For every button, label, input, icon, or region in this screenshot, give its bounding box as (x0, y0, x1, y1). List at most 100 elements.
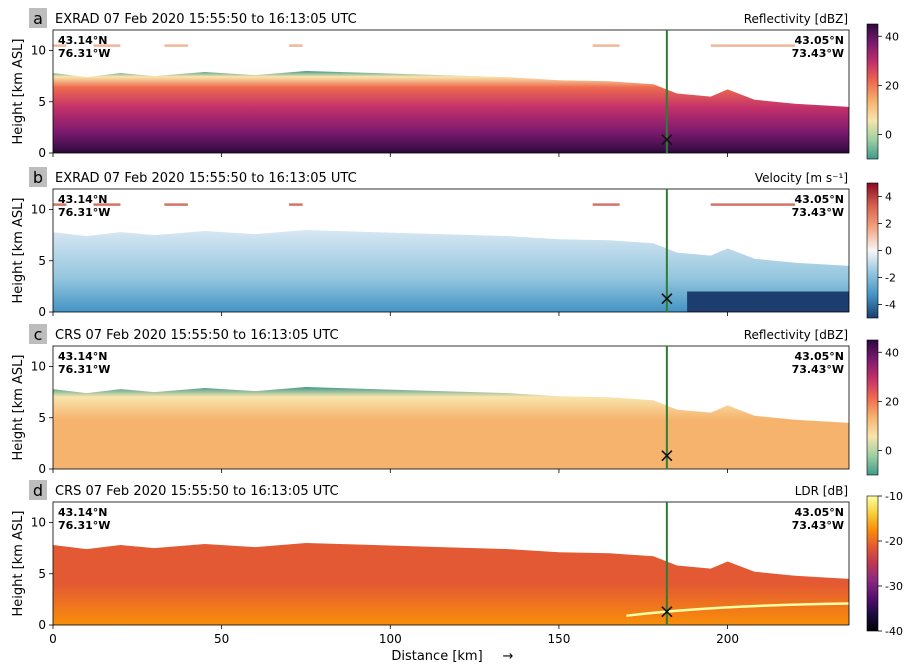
colorbar-tick-label: 40 (885, 346, 899, 359)
colorbar-tick-label: -20 (885, 535, 903, 548)
x-tick-label: 150 (547, 632, 570, 646)
panel-title: EXRAD 07 Feb 2020 15:55:50 to 16:13:05 U… (55, 171, 357, 186)
corner-right-lon: 73.43°W (792, 363, 844, 376)
y-tick-label: 10 (31, 516, 46, 530)
marker-x (661, 450, 673, 462)
corner-left-lon: 76.31°W (58, 363, 110, 376)
upper-echo-streak (592, 203, 620, 206)
colorbar-d (866, 495, 879, 632)
colorbar-tick-label: -30 (885, 580, 903, 593)
upper-echo-streak (289, 44, 303, 47)
colorbar-tick-label: -40 (885, 625, 903, 638)
corner-left-lon: 76.31°W (58, 206, 110, 219)
melting-layer-band (626, 602, 849, 618)
panel-data-b (53, 203, 849, 312)
marker-x (661, 293, 673, 305)
panel-variable-label: Velocity [m s⁻¹] (755, 171, 848, 185)
panel-variable-label: Reflectivity [dBZ] (744, 328, 848, 342)
y-tick-label: 5 (38, 95, 46, 109)
y-tick-label: 5 (38, 254, 46, 268)
marker-x (661, 606, 673, 618)
y-tick-label: 0 (38, 146, 46, 160)
y-tick-label: 0 (38, 305, 46, 319)
panel-title: CRS 07 Feb 2020 15:55:50 to 16:13:05 UTC (55, 484, 339, 499)
x-tick-label: 200 (716, 632, 739, 646)
y-tick-label: 10 (31, 203, 46, 217)
panel-letter-badge (29, 480, 47, 500)
colorbar-tick-label: -2 (885, 272, 896, 285)
colorbar-tick-label: 0 (885, 128, 892, 141)
panel-letter: b (33, 168, 43, 187)
colorbar-tick-label: 0 (885, 444, 892, 457)
x-tick-label: 100 (379, 632, 402, 646)
panel-a: 0 5 10 Height [km ASL] a EXRAD 07 Feb 2020 15… (11, 8, 899, 160)
colorbar-tick-label: 40 (885, 30, 899, 43)
upper-echo-streak (53, 203, 67, 206)
y-tick-label: 0 (38, 462, 46, 476)
panel-letter: a (33, 9, 43, 28)
colorbar-tick-label: 20 (885, 395, 899, 408)
upper-echo-streak (710, 203, 796, 206)
y-axis-label: Height [km ASL] (11, 511, 26, 617)
radar-echo-b (53, 230, 849, 312)
x-tick-label: 0 (49, 632, 57, 646)
marker-x (661, 134, 673, 146)
velocity-strong-region (687, 291, 849, 312)
panel-b: 0 5 10 Height [km ASL] b EXRAD 07 Feb 2020 15… (11, 167, 896, 319)
corner-right-lat: 43.05°N (795, 506, 845, 519)
corner-right-lon: 73.43°W (792, 206, 844, 219)
panel-data-d (53, 543, 849, 625)
plot-frame-c (52, 345, 850, 470)
corner-right-lon: 73.43°W (792, 519, 844, 532)
upper-echo-streak (710, 44, 796, 47)
radar-echo-c (53, 387, 849, 469)
plot-frame-a (52, 29, 850, 154)
radar-echo-d (53, 543, 849, 625)
upper-echo-streak (53, 44, 67, 47)
x-tick-label: 50 (214, 632, 229, 646)
corner-right-lat: 43.05°N (795, 350, 845, 363)
y-axis-label: Height [km ASL] (11, 198, 26, 304)
upper-echo-streak (592, 44, 620, 47)
colorbar-tick-label: -4 (885, 299, 896, 312)
colorbar-a (866, 23, 879, 160)
upper-echo-streak (289, 203, 303, 206)
corner-left-lon: 76.31°W (58, 519, 110, 532)
panel-data-a (53, 44, 849, 153)
y-axis-label: Height [km ASL] (11, 39, 26, 145)
panel-letter: d (33, 481, 43, 500)
y-tick-label: 10 (31, 360, 46, 374)
panel-data-c (53, 387, 849, 469)
radar-echo-a (53, 71, 849, 153)
corner-left-lat: 43.14°N (58, 193, 108, 206)
panel-letter-badge (29, 324, 47, 344)
y-tick-label: 5 (38, 411, 46, 425)
panel-title: EXRAD 07 Feb 2020 15:55:50 to 16:13:05 U… (55, 12, 357, 27)
colorbar-tick-label: 0 (885, 245, 892, 258)
panel-c: 0 5 10 Height [km ASL] c CRS 07 Feb 2020 15:5… (11, 324, 899, 476)
x-axis-arrow: → (503, 649, 514, 664)
corner-left-lat: 43.14°N (58, 350, 108, 363)
panel-letter: c (34, 325, 43, 344)
y-tick-label: 5 (38, 567, 46, 581)
colorbar-tick-label: 2 (885, 218, 892, 231)
y-axis-label: Height [km ASL] (11, 355, 26, 461)
y-tick-label: 10 (31, 44, 46, 58)
upper-echo-streak (93, 203, 121, 206)
panel-title: CRS 07 Feb 2020 15:55:50 to 16:13:05 UTC (55, 328, 339, 343)
corner-right-lon: 73.43°W (792, 47, 844, 60)
panel-variable-label: LDR [dB] (795, 484, 848, 498)
panel-letter-badge (29, 167, 47, 187)
plot-frame-d (52, 501, 850, 626)
colorbar-c (866, 339, 879, 476)
corner-right-lat: 43.05°N (795, 193, 845, 206)
upper-echo-streak (93, 44, 121, 47)
colorbar-tick-label: -10 (885, 490, 903, 503)
colorbar-b (866, 182, 879, 319)
panel-variable-label: Reflectivity [dBZ] (744, 12, 848, 26)
upper-echo-streak (164, 44, 188, 47)
corner-right-lat: 43.05°N (795, 34, 845, 47)
corner-left-lat: 43.14°N (58, 34, 108, 47)
panel-letter-badge (29, 8, 47, 28)
